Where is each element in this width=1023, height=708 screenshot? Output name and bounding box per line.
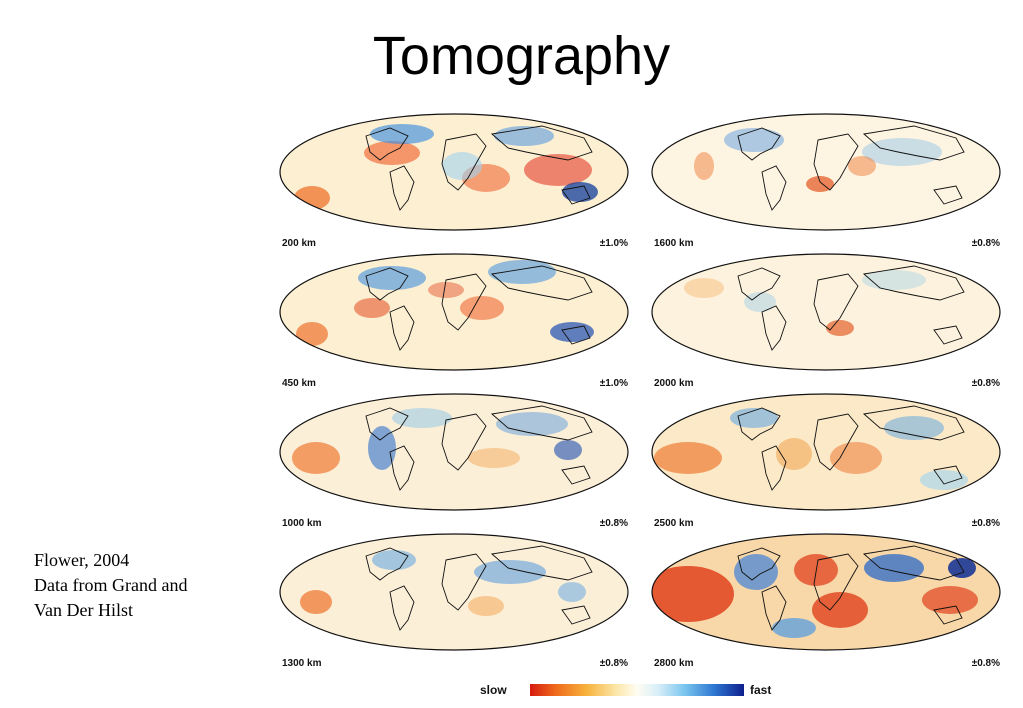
map-panel-2800km: 2800 km ±0.8% bbox=[644, 528, 1008, 669]
colorbar-slow-label: slow bbox=[480, 683, 507, 697]
depth-label: 2000 km bbox=[654, 378, 694, 389]
velocity-colorbar: slow fast bbox=[480, 682, 780, 700]
tomography-figure: 200 km ±1.0% 1600 km ±0.8% bbox=[266, 104, 1010, 674]
scale-label: ±0.8% bbox=[971, 378, 1000, 389]
map-panel-1300km: 1300 km ±0.8% bbox=[272, 528, 636, 669]
colorbar-fast-label: fast bbox=[750, 683, 772, 697]
scale-label: ±0.8% bbox=[599, 518, 628, 529]
world-map-image bbox=[651, 533, 1001, 651]
colorbar-gradient bbox=[530, 684, 744, 696]
map-panel-450km: 450 km ±1.0% bbox=[272, 248, 636, 389]
depth-label: 1300 km bbox=[282, 658, 322, 669]
scale-label: ±0.8% bbox=[599, 658, 628, 669]
scale-label: ±1.0% bbox=[599, 238, 628, 249]
scale-label: ±0.8% bbox=[971, 518, 1000, 529]
scale-label: ±1.0% bbox=[599, 378, 628, 389]
caption-line-authors: Van Der Hilst bbox=[34, 600, 133, 620]
world-map-image bbox=[651, 253, 1001, 371]
depth-label: 1600 km bbox=[654, 238, 694, 249]
map-panel-200km: 200 km ±1.0% bbox=[272, 108, 636, 249]
source-caption: Flower, 2004 Data from Grand and Van Der… bbox=[34, 548, 214, 623]
map-panel-2500km: 2500 km ±0.8% bbox=[644, 388, 1008, 529]
map-panel-1600km: 1600 km ±0.8% bbox=[644, 108, 1008, 249]
world-map-image bbox=[279, 533, 629, 651]
scale-label: ±0.8% bbox=[971, 238, 1000, 249]
map-panel-2000km: 2000 km ±0.8% bbox=[644, 248, 1008, 389]
map-panel-1000km: 1000 km ±0.8% bbox=[272, 388, 636, 529]
depth-label: 450 km bbox=[282, 378, 316, 389]
slide-title: Tomography bbox=[372, 26, 671, 86]
world-map-image bbox=[279, 393, 629, 511]
depth-label: 2500 km bbox=[654, 518, 694, 529]
scale-label: ±0.8% bbox=[971, 658, 1000, 669]
depth-label: 1000 km bbox=[282, 518, 322, 529]
caption-line-author: Flower, 2004 bbox=[34, 550, 130, 570]
depth-label: 200 km bbox=[282, 238, 316, 249]
world-map-image bbox=[279, 253, 629, 371]
depth-label: 2800 km bbox=[654, 658, 694, 669]
world-map-image bbox=[651, 113, 1001, 231]
caption-line-data-source: Data from Grand and bbox=[34, 575, 188, 595]
world-map-image bbox=[651, 393, 1001, 511]
world-map-image bbox=[279, 113, 629, 231]
